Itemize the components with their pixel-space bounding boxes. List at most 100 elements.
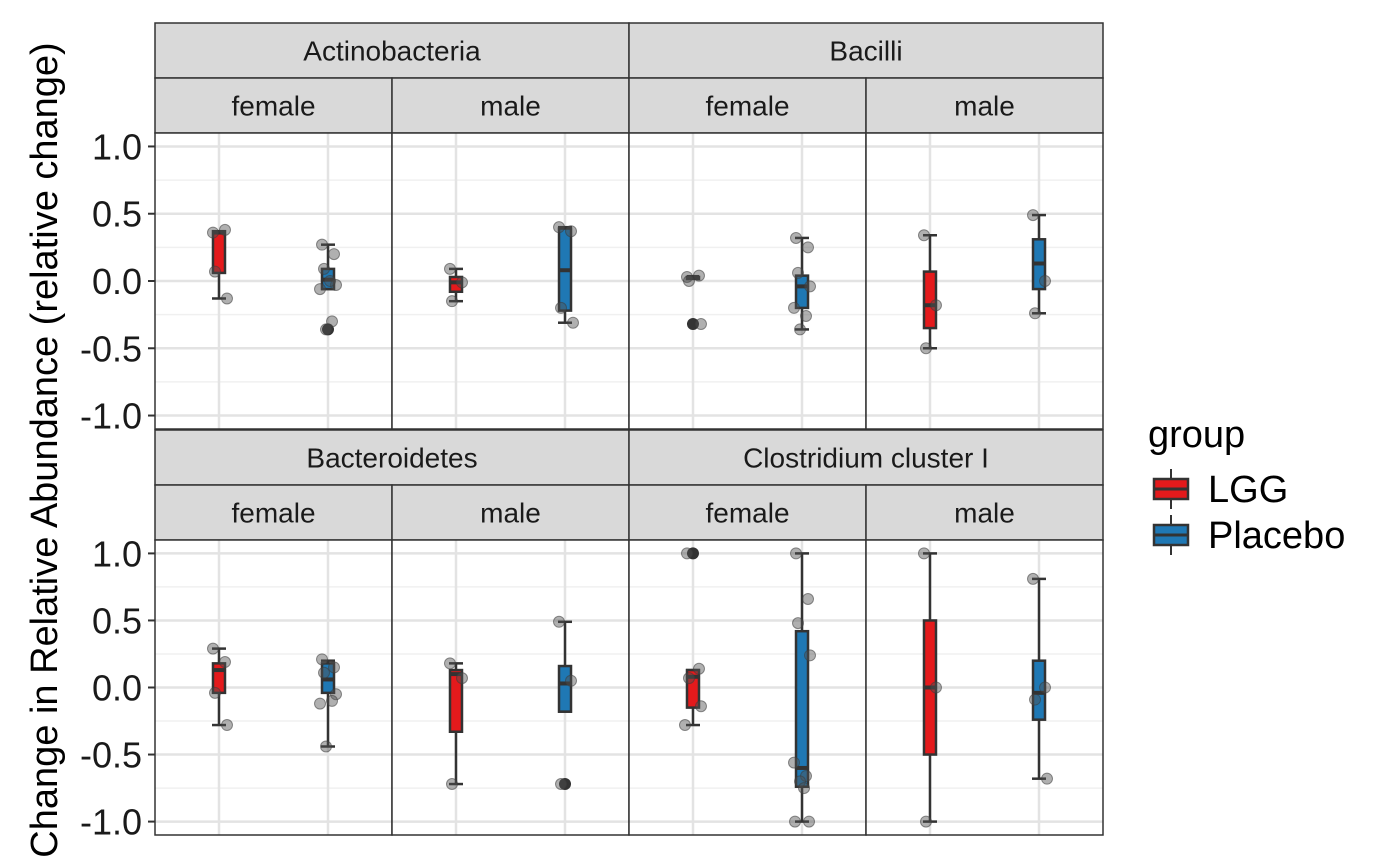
facet-strip-label: Actinobacteria bbox=[303, 36, 481, 67]
data-point bbox=[206, 226, 219, 239]
box-placebo bbox=[788, 231, 817, 336]
data-point bbox=[567, 316, 580, 329]
data-point bbox=[802, 593, 815, 605]
data-point bbox=[443, 657, 456, 670]
legend-item-placebo: Placebo bbox=[1152, 515, 1345, 557]
data-point bbox=[220, 292, 233, 305]
panel: male bbox=[391, 77, 630, 430]
box-lgg bbox=[917, 229, 942, 355]
data-point bbox=[330, 279, 343, 292]
y-tick-label: -0.5 bbox=[80, 328, 142, 369]
data-point bbox=[1039, 681, 1052, 694]
box-lgg bbox=[206, 642, 233, 732]
box-lgg bbox=[443, 262, 468, 308]
legend-item-label: LGG bbox=[1208, 469, 1288, 511]
facet: Bacilli female male bbox=[628, 22, 1104, 430]
facet-strip bbox=[628, 22, 1104, 79]
facet: Actinobacteria female male bbox=[154, 22, 630, 430]
sex-strip bbox=[628, 484, 867, 541]
box-placebo bbox=[553, 221, 580, 329]
data-point bbox=[789, 815, 802, 828]
y-tick-label: -1.0 bbox=[80, 802, 142, 843]
sex-strip-label: female bbox=[231, 498, 315, 529]
data-point bbox=[324, 275, 337, 287]
facet: Clostridium cluster I female male bbox=[628, 429, 1104, 836]
data-point bbox=[803, 815, 816, 828]
data-point bbox=[314, 283, 327, 296]
y-tick-label: 0.0 bbox=[92, 668, 142, 709]
data-point bbox=[314, 697, 327, 710]
data-point bbox=[917, 547, 930, 560]
data-point bbox=[328, 248, 341, 261]
box-placebo bbox=[553, 615, 578, 791]
outlier-point bbox=[559, 778, 572, 791]
data-point bbox=[555, 301, 568, 314]
data-point bbox=[208, 265, 221, 278]
data-point bbox=[328, 661, 341, 674]
data-point bbox=[208, 686, 221, 699]
y-tick-label: 0.5 bbox=[92, 194, 142, 235]
y-tick-label: 0.0 bbox=[92, 261, 142, 302]
data-point bbox=[206, 642, 219, 655]
legend-title: group bbox=[1148, 414, 1245, 456]
data-point bbox=[1027, 572, 1040, 585]
data-point bbox=[678, 719, 691, 732]
sex-strip bbox=[865, 77, 1104, 134]
facet-strip bbox=[154, 429, 630, 486]
box-lgg bbox=[917, 547, 942, 828]
data-point bbox=[792, 617, 805, 630]
data-point bbox=[330, 688, 343, 701]
panel: male bbox=[865, 484, 1104, 836]
panel-border bbox=[865, 539, 1104, 836]
legend-item-lgg: LGG bbox=[1152, 469, 1288, 511]
box-lgg bbox=[206, 223, 233, 305]
box-placebo bbox=[1027, 209, 1052, 320]
sex-strip-label: male bbox=[954, 91, 1015, 122]
data-point bbox=[220, 719, 233, 732]
data-point bbox=[790, 231, 803, 244]
facet-strip bbox=[628, 429, 1104, 486]
box-placebo bbox=[314, 238, 343, 336]
facet: Bacteroidetes female male bbox=[154, 429, 630, 836]
panel: male bbox=[865, 77, 1104, 430]
sex-strip-label: female bbox=[231, 91, 315, 122]
sex-strip bbox=[154, 77, 393, 134]
facet-strip-label: Bacilli bbox=[829, 36, 902, 67]
box-body bbox=[794, 274, 810, 310]
sex-strip-label: female bbox=[705, 498, 789, 529]
data-point bbox=[316, 653, 329, 666]
y-tick-label: 1.0 bbox=[92, 126, 142, 167]
sex-strip bbox=[391, 484, 630, 541]
y-tick-label: 1.0 bbox=[92, 533, 142, 574]
data-point bbox=[326, 315, 339, 328]
box-placebo bbox=[314, 653, 343, 753]
box-lgg bbox=[678, 547, 707, 732]
data-point bbox=[694, 318, 707, 331]
data-point bbox=[218, 656, 231, 669]
data-point bbox=[682, 672, 695, 685]
data-point bbox=[788, 301, 801, 314]
sex-strip-label: male bbox=[480, 498, 541, 529]
data-point bbox=[804, 649, 817, 662]
panel: female bbox=[154, 484, 393, 836]
data-point bbox=[1027, 209, 1040, 222]
data-point bbox=[804, 280, 817, 293]
data-point bbox=[555, 778, 568, 791]
data-point bbox=[553, 221, 566, 234]
data-point bbox=[919, 815, 932, 828]
data-point bbox=[445, 778, 458, 791]
panel-border bbox=[865, 132, 1104, 430]
sex-strip bbox=[391, 77, 630, 134]
data-point bbox=[798, 782, 811, 795]
box-placebo bbox=[788, 547, 817, 828]
data-point bbox=[794, 775, 807, 788]
panel: male bbox=[391, 484, 630, 836]
y-tick-label: -1.0 bbox=[80, 396, 142, 437]
box-body bbox=[557, 664, 573, 713]
y-axis: 1.0 0.5 0.0 -0.5 -1.0 bbox=[80, 126, 155, 437]
box-lgg bbox=[443, 657, 468, 791]
sex-strip bbox=[154, 484, 393, 541]
data-point bbox=[694, 700, 707, 713]
